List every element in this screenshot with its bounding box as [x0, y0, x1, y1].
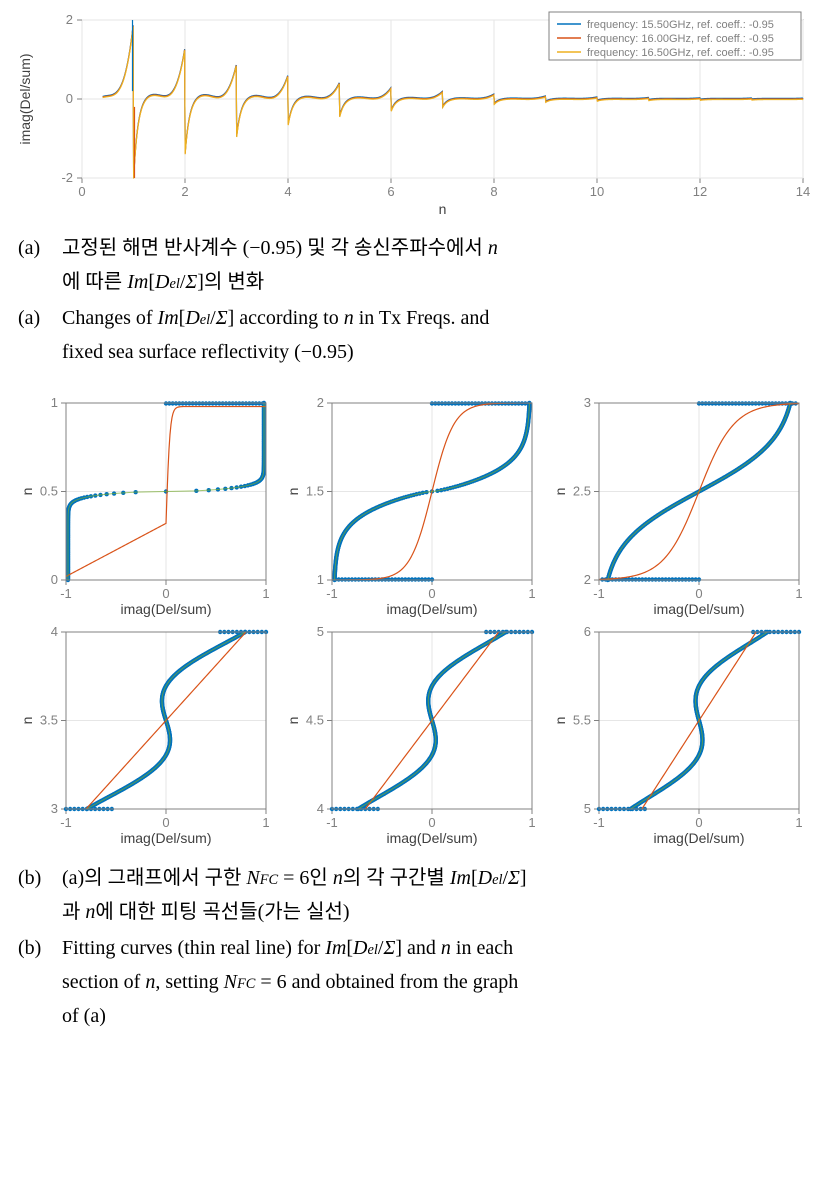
- caption-b-en-label: (b): [18, 931, 62, 1033]
- svg-text:n: n: [285, 717, 301, 725]
- svg-text:8: 8: [490, 184, 497, 199]
- svg-text:1: 1: [795, 815, 802, 830]
- svg-text:4.5: 4.5: [306, 713, 324, 728]
- svg-text:n: n: [552, 717, 568, 725]
- caption-a-en: (a) Changes of Im[Del/Σ] according to n …: [18, 301, 809, 369]
- svg-text:-1: -1: [327, 586, 339, 601]
- svg-text:0: 0: [162, 815, 169, 830]
- caption-b-en: (b) Fitting curves (thin real line) for …: [18, 931, 809, 1033]
- svg-text:0: 0: [78, 184, 85, 199]
- svg-text:14: 14: [796, 184, 810, 199]
- svg-text:5: 5: [317, 624, 324, 639]
- figure-b: -10100.51imag(Del/sum)n-10111.52imag(Del…: [10, 389, 817, 1033]
- chart-top: 0 2 4 6 8 10 12 14 -2 0 2 n imag(Del/sum) frequency: …: [10, 10, 817, 220]
- svg-text:2: 2: [583, 572, 590, 587]
- svg-text:5.5: 5.5: [573, 713, 591, 728]
- svg-text:6: 6: [387, 184, 394, 199]
- svg-text:n: n: [285, 488, 301, 496]
- subplot-2: -1 0 1 1 1.5 2 imag(Del/sum) n: [284, 395, 542, 620]
- svg-text:10: 10: [590, 184, 604, 199]
- svg-text:2: 2: [66, 12, 73, 27]
- svg-text:1: 1: [262, 586, 269, 601]
- svg-text:4: 4: [284, 184, 291, 199]
- svg-text:0: 0: [429, 586, 436, 601]
- svg-text:n: n: [19, 717, 35, 725]
- svg-text:imag(Del/sum): imag(Del/sum): [653, 830, 744, 846]
- svg-text:5: 5: [583, 801, 590, 816]
- svg-text:0: 0: [695, 586, 702, 601]
- svg-text:-2: -2: [61, 170, 73, 185]
- svg-text:2.5: 2.5: [573, 484, 591, 499]
- svg-text:imag(Del/sum): imag(Del/sum): [120, 601, 211, 617]
- svg-text:1: 1: [529, 815, 536, 830]
- svg-text:0: 0: [162, 586, 169, 601]
- subplot-6: -1 0 1 5 5.5 6 imag(Del/sum) n: [551, 624, 809, 849]
- svg-text:-1: -1: [593, 586, 605, 601]
- caption-b-ko: (b) (a)의 그래프에서 구한 NFC = 6인 n의 각 구간별 Im[D…: [18, 861, 809, 929]
- svg-text:3: 3: [583, 395, 590, 410]
- subplot-1: -10100.51imag(Del/sum)n: [18, 395, 276, 620]
- subplot-grid: -10100.51imag(Del/sum)n-10111.52imag(Del…: [10, 389, 817, 855]
- svg-text:2: 2: [181, 184, 188, 199]
- svg-text:frequency: 16.50GHz, ref. coef: frequency: 16.50GHz, ref. coeff.: -0.95: [587, 47, 774, 59]
- svg-text:1.5: 1.5: [306, 484, 324, 499]
- caption-a-ko-text: 고정된 해면 반사계수 (−0.95) 및 각 송신주파수에서 n에 따른 Im…: [62, 231, 809, 299]
- svg-text:imag(Del/sum): imag(Del/sum): [120, 830, 211, 846]
- figure-a: 0 2 4 6 8 10 12 14 -2 0 2 n imag(Del/sum) frequency: …: [10, 10, 817, 369]
- svg-text:n: n: [552, 488, 568, 496]
- svg-text:imag(Del/sum): imag(Del/sum): [17, 53, 33, 144]
- svg-text:1: 1: [262, 815, 269, 830]
- svg-text:-1: -1: [327, 815, 339, 830]
- svg-text:1: 1: [51, 395, 58, 410]
- caption-a-ko: (a) 고정된 해면 반사계수 (−0.95) 및 각 송신주파수에서 n에 따…: [18, 231, 809, 299]
- svg-text:3: 3: [51, 801, 58, 816]
- svg-text:0: 0: [695, 815, 702, 830]
- svg-text:0: 0: [66, 91, 73, 106]
- caption-b-en-text: Fitting curves (thin real line) for Im[D…: [62, 931, 809, 1033]
- svg-text:3.5: 3.5: [40, 713, 58, 728]
- svg-text:0: 0: [429, 815, 436, 830]
- caption-b-ko-label: (b): [18, 861, 62, 929]
- svg-text:12: 12: [693, 184, 707, 199]
- svg-text:imag(Del/sum): imag(Del/sum): [387, 601, 478, 617]
- caption-a-en-label: (a): [18, 301, 62, 369]
- subplot-4: -1 0 1 3 3.5 4 imag(Del/sum) n: [18, 624, 276, 849]
- svg-text:4: 4: [317, 801, 324, 816]
- svg-text:1: 1: [529, 586, 536, 601]
- svg-text:0: 0: [51, 572, 58, 587]
- svg-text:1: 1: [317, 572, 324, 587]
- caption-a-en-text: Changes of Im[Del/Σ] according to n in T…: [62, 301, 809, 369]
- svg-text:2: 2: [317, 395, 324, 410]
- svg-text:-1: -1: [60, 586, 72, 601]
- svg-text:imag(Del/sum): imag(Del/sum): [653, 601, 744, 617]
- svg-text:4: 4: [51, 624, 58, 639]
- svg-text:frequency: 16.00GHz, ref. coef: frequency: 16.00GHz, ref. coeff.: -0.95: [587, 33, 774, 45]
- svg-text:-1: -1: [593, 815, 605, 830]
- svg-text:6: 6: [583, 624, 590, 639]
- caption-a-ko-label: (a): [18, 231, 62, 299]
- svg-text:1: 1: [795, 586, 802, 601]
- svg-text:n: n: [439, 201, 447, 217]
- svg-text:n: n: [19, 488, 35, 496]
- svg-text:0.5: 0.5: [40, 484, 58, 499]
- svg-text:-1: -1: [60, 815, 72, 830]
- subplot-3: -1 0 1 2 2.5 3 imag(Del/sum) n: [551, 395, 809, 620]
- caption-b-ko-text: (a)의 그래프에서 구한 NFC = 6인 n의 각 구간별 Im[Del/Σ…: [62, 861, 809, 929]
- svg-text:frequency: 15.50GHz, ref. coef: frequency: 15.50GHz, ref. coeff.: -0.95: [587, 19, 774, 31]
- svg-text:imag(Del/sum): imag(Del/sum): [387, 830, 478, 846]
- subplot-5: -1 0 1 4 4.5 5 imag(Del/sum) n: [284, 624, 542, 849]
